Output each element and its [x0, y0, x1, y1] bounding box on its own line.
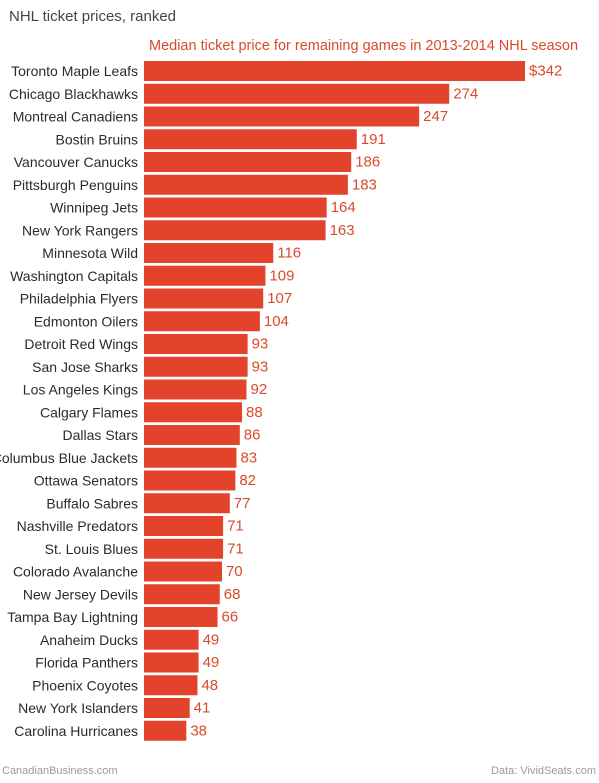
bar: [144, 174, 348, 195]
value-label: 66: [222, 609, 239, 626]
value-label: 49: [203, 631, 220, 648]
bar: [144, 61, 525, 81]
bar: [144, 425, 240, 445]
value-label: 68: [224, 586, 241, 603]
value-label: 109: [269, 267, 294, 284]
bar: [144, 334, 248, 354]
category-label: Winnipeg Jets: [50, 200, 138, 216]
bar: [144, 607, 218, 627]
category-label: Philadelphia Flyers: [20, 291, 138, 307]
value-label: 93: [252, 336, 269, 353]
value-label: 247: [423, 108, 448, 125]
bar: [144, 698, 190, 718]
value-label: 71: [227, 540, 244, 557]
bar: [144, 720, 187, 741]
value-label: 104: [264, 313, 289, 330]
category-label: Edmonton Oilers: [34, 313, 138, 329]
bar: [144, 652, 199, 673]
bar: [144, 516, 224, 536]
bar: [144, 561, 222, 582]
category-label: Vancouver Canucks: [14, 154, 138, 170]
value-label: 77: [234, 495, 251, 512]
category-label: Columbus Blue Jackets: [0, 450, 138, 466]
value-label: 41: [194, 700, 211, 717]
value-label: 83: [240, 449, 257, 466]
value-label: 86: [244, 427, 261, 444]
bar: [144, 106, 420, 127]
bar: [144, 493, 230, 514]
value-label: 163: [330, 222, 355, 239]
bar: [144, 447, 237, 468]
value-label: 191: [361, 131, 386, 148]
value-label: $342: [529, 63, 562, 80]
bar: [144, 629, 199, 650]
category-label: Bostin Bruins: [56, 131, 138, 147]
bar: [144, 265, 266, 286]
category-label: Pittsburgh Penguins: [13, 177, 138, 193]
bar: [144, 402, 243, 423]
category-label: Tampa Bay Lightning: [7, 609, 138, 625]
bar: [144, 152, 352, 172]
value-label: 164: [331, 199, 356, 216]
category-label: New York Rangers: [22, 222, 138, 238]
category-label: Los Angeles Kings: [23, 382, 138, 398]
value-label: 92: [250, 381, 267, 398]
category-label: Calgary Flames: [40, 404, 138, 420]
value-label: 70: [226, 563, 243, 580]
bar: [144, 470, 236, 491]
value-label: 38: [190, 722, 207, 739]
bar: [144, 129, 357, 150]
category-label: Montreal Canadiens: [13, 109, 138, 125]
category-label: Phoenix Coyotes: [32, 677, 138, 693]
bar: [144, 288, 264, 309]
value-label: 183: [352, 176, 377, 193]
category-label: Carolina Hurricanes: [14, 723, 138, 739]
category-label: Dallas Stars: [63, 427, 138, 443]
category-label: New York Islanders: [18, 700, 138, 716]
category-label: Buffalo Sabres: [46, 495, 138, 511]
category-label: Chicago Blackhawks: [9, 86, 138, 102]
value-label: 274: [453, 85, 478, 102]
value-label: 107: [267, 290, 292, 307]
bar: [144, 311, 260, 332]
category-label: Minnesota Wild: [42, 245, 138, 261]
bar: [144, 243, 274, 263]
value-label: 116: [277, 245, 301, 262]
category-label: Colorado Avalanche: [13, 564, 138, 580]
category-label: Anaheim Ducks: [40, 632, 138, 648]
bar: [144, 356, 248, 377]
value-label: 88: [246, 404, 263, 421]
category-label: Washington Capitals: [10, 268, 138, 284]
category-label: St. Louis Blues: [45, 541, 138, 557]
value-label: 186: [355, 154, 380, 171]
bar: [144, 675, 198, 696]
value-label: 82: [239, 472, 256, 489]
category-label: San Jose Sharks: [32, 359, 138, 375]
bar: [144, 220, 326, 241]
value-label: 48: [201, 677, 218, 694]
bar: [144, 379, 247, 400]
category-label: Detroit Red Wings: [24, 336, 138, 352]
bar: [144, 83, 450, 104]
category-label: New Jersey Devils: [23, 586, 138, 602]
bar: [144, 584, 220, 605]
chart-subtitle: Median ticket price for remaining games …: [149, 38, 579, 54]
bar: [144, 197, 327, 218]
category-label: Nashville Predators: [17, 518, 138, 534]
footer-source-right: Data: VividSeats.com: [491, 765, 596, 777]
footer-source-left: CanadianBusiness.com: [2, 765, 118, 777]
category-label: Ottawa Senators: [34, 473, 138, 489]
value-label: 93: [252, 358, 269, 375]
value-label: 71: [227, 518, 244, 535]
category-label: Toronto Maple Leafs: [11, 63, 138, 79]
bar: [144, 538, 224, 559]
value-label: 49: [203, 654, 220, 671]
chart-title: NHL ticket prices, ranked: [9, 8, 177, 25]
category-label: Florida Panthers: [35, 655, 138, 671]
